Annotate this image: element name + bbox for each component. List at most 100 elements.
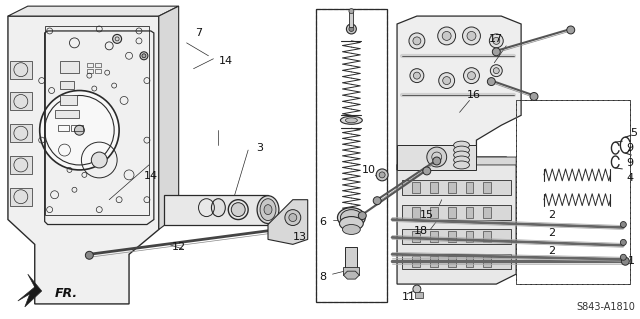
Text: 18: 18 bbox=[414, 226, 428, 236]
Polygon shape bbox=[397, 157, 516, 165]
Text: 4: 4 bbox=[627, 173, 634, 183]
Bar bbox=[447, 256, 456, 267]
Circle shape bbox=[346, 24, 356, 34]
Circle shape bbox=[467, 72, 476, 80]
Circle shape bbox=[92, 152, 108, 168]
Bar bbox=[402, 180, 511, 195]
Ellipse shape bbox=[231, 203, 245, 217]
Circle shape bbox=[140, 52, 148, 60]
Bar bbox=[412, 207, 420, 218]
Circle shape bbox=[490, 34, 503, 48]
Ellipse shape bbox=[211, 199, 225, 217]
Ellipse shape bbox=[264, 205, 272, 215]
Bar bbox=[95, 63, 101, 67]
Polygon shape bbox=[8, 6, 179, 16]
Ellipse shape bbox=[339, 217, 364, 230]
Bar bbox=[465, 182, 474, 193]
Bar bbox=[164, 195, 268, 225]
Circle shape bbox=[530, 93, 538, 100]
Ellipse shape bbox=[342, 225, 360, 234]
Bar bbox=[430, 207, 438, 218]
Polygon shape bbox=[268, 200, 308, 244]
Bar bbox=[316, 9, 387, 302]
Bar bbox=[58, 125, 70, 131]
Text: 10: 10 bbox=[362, 165, 376, 175]
Bar bbox=[397, 145, 476, 170]
Circle shape bbox=[442, 32, 451, 41]
Circle shape bbox=[285, 210, 301, 226]
Bar bbox=[483, 182, 492, 193]
Bar bbox=[412, 256, 420, 267]
Bar bbox=[483, 232, 492, 242]
Text: 3: 3 bbox=[257, 143, 264, 153]
Ellipse shape bbox=[454, 156, 470, 164]
Bar bbox=[465, 207, 474, 218]
Polygon shape bbox=[18, 274, 42, 307]
Bar bbox=[10, 93, 32, 110]
Circle shape bbox=[433, 157, 441, 165]
Circle shape bbox=[427, 147, 447, 167]
Circle shape bbox=[463, 27, 481, 45]
Ellipse shape bbox=[454, 141, 470, 149]
Bar bbox=[516, 100, 630, 284]
Circle shape bbox=[142, 54, 146, 58]
Circle shape bbox=[621, 257, 629, 265]
Text: 7: 7 bbox=[195, 28, 202, 38]
Text: 14: 14 bbox=[144, 171, 158, 181]
Circle shape bbox=[439, 73, 454, 89]
Circle shape bbox=[373, 197, 381, 205]
Ellipse shape bbox=[346, 118, 357, 123]
Text: 9: 9 bbox=[627, 143, 634, 153]
Circle shape bbox=[410, 69, 424, 83]
Polygon shape bbox=[397, 157, 516, 284]
Polygon shape bbox=[344, 271, 359, 279]
Bar bbox=[415, 292, 423, 298]
Text: 14: 14 bbox=[220, 56, 234, 66]
Bar bbox=[402, 229, 511, 244]
Circle shape bbox=[413, 285, 421, 293]
Circle shape bbox=[490, 65, 502, 77]
Circle shape bbox=[113, 34, 122, 43]
Circle shape bbox=[467, 32, 476, 41]
Bar bbox=[402, 254, 511, 269]
Bar bbox=[412, 232, 420, 242]
Text: 11: 11 bbox=[402, 292, 416, 302]
Circle shape bbox=[492, 48, 500, 56]
Bar bbox=[60, 81, 74, 89]
Polygon shape bbox=[8, 16, 159, 304]
Bar bbox=[87, 63, 93, 67]
Ellipse shape bbox=[454, 151, 470, 159]
Circle shape bbox=[493, 37, 500, 44]
Circle shape bbox=[85, 251, 93, 259]
Circle shape bbox=[289, 214, 297, 221]
Ellipse shape bbox=[257, 196, 279, 224]
Bar bbox=[349, 11, 353, 27]
Circle shape bbox=[620, 254, 627, 260]
Bar bbox=[60, 95, 77, 105]
Text: 1: 1 bbox=[628, 256, 635, 266]
Bar bbox=[346, 247, 357, 269]
Bar bbox=[10, 156, 32, 174]
Circle shape bbox=[438, 27, 456, 45]
Bar bbox=[10, 61, 32, 78]
Bar bbox=[483, 256, 492, 267]
Circle shape bbox=[349, 9, 354, 14]
Ellipse shape bbox=[340, 116, 362, 124]
Text: 6: 6 bbox=[319, 217, 326, 226]
Polygon shape bbox=[159, 6, 179, 229]
Text: 15: 15 bbox=[420, 210, 434, 219]
Circle shape bbox=[413, 37, 421, 45]
Bar bbox=[465, 232, 474, 242]
Circle shape bbox=[443, 77, 451, 85]
Text: FR.: FR. bbox=[54, 287, 77, 300]
Circle shape bbox=[376, 169, 388, 181]
Bar bbox=[412, 182, 420, 193]
Bar bbox=[447, 182, 456, 193]
Ellipse shape bbox=[454, 161, 470, 169]
Bar bbox=[430, 256, 438, 267]
Text: 2: 2 bbox=[548, 210, 556, 219]
Circle shape bbox=[488, 78, 495, 85]
Circle shape bbox=[567, 26, 575, 34]
Circle shape bbox=[493, 68, 499, 74]
Ellipse shape bbox=[260, 199, 276, 220]
